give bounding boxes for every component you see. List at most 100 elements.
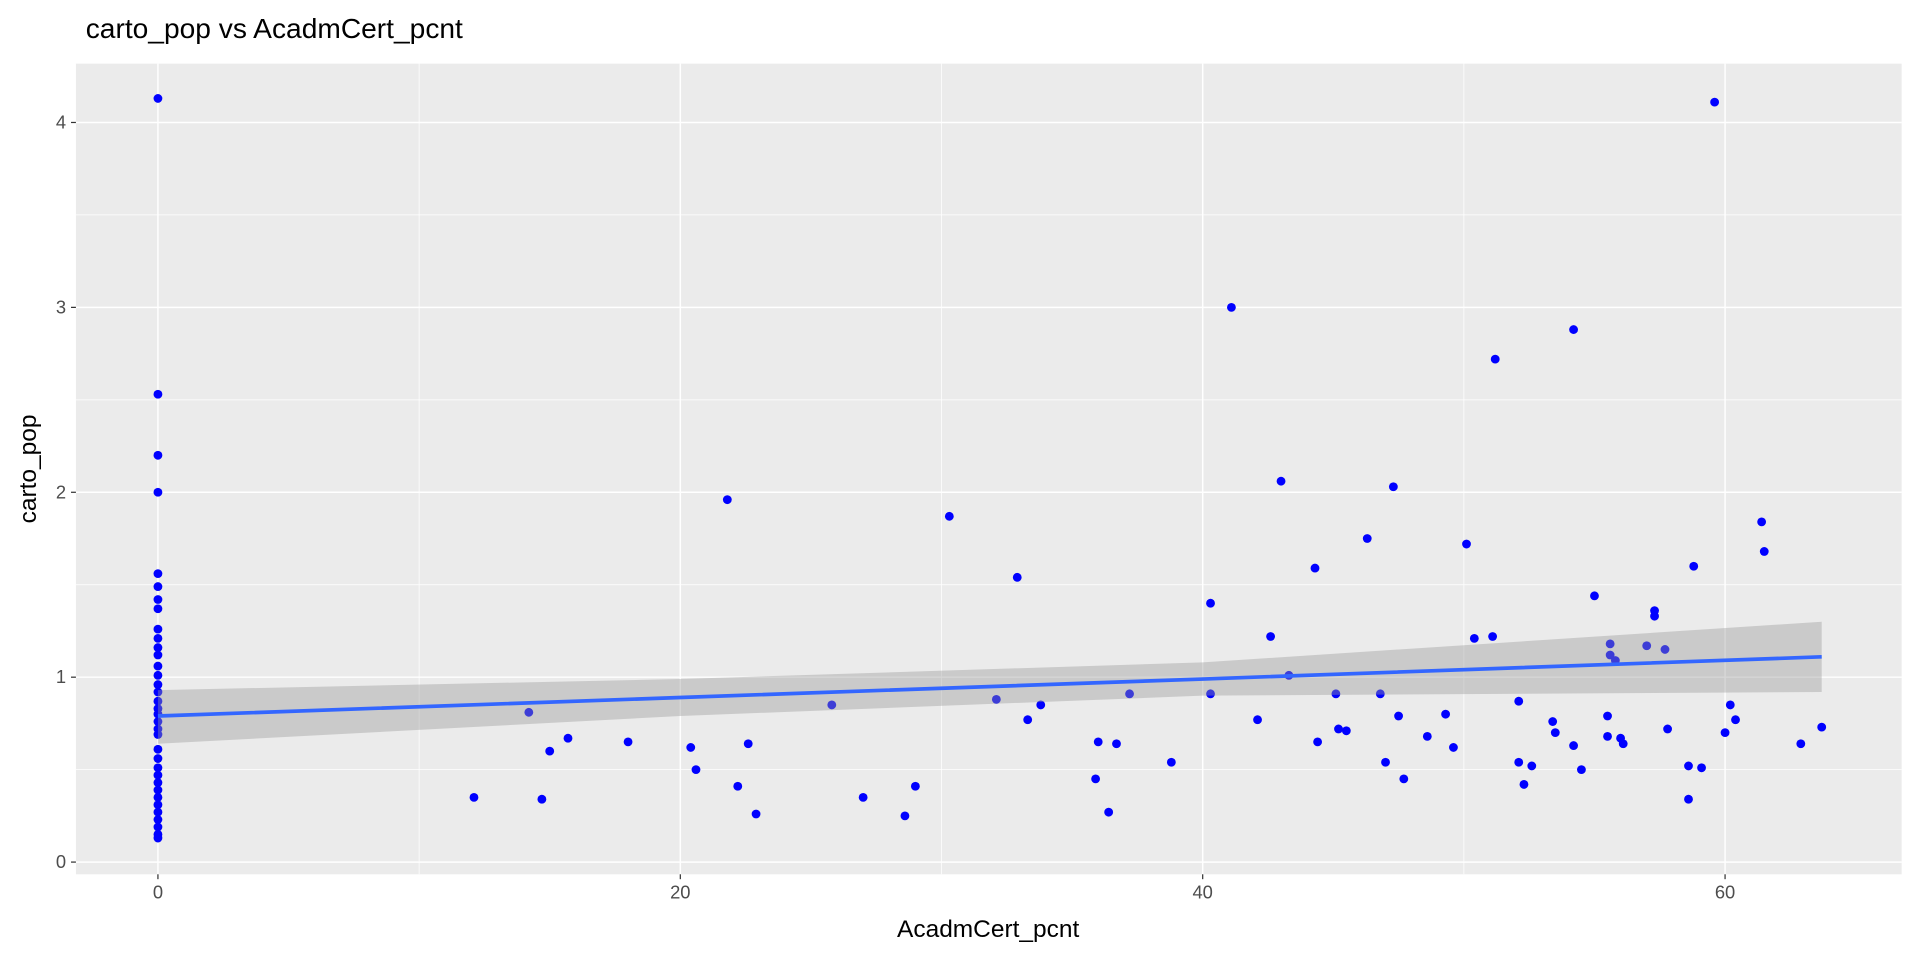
regression-line: [157, 655, 1822, 718]
point: [153, 670, 163, 680]
point: [153, 807, 163, 817]
point: [1449, 743, 1458, 752]
point: [686, 743, 696, 752]
point: [153, 833, 163, 843]
point: [910, 781, 920, 791]
point: [1206, 689, 1215, 699]
point: [1725, 700, 1735, 710]
point: [153, 792, 163, 802]
point: [1112, 739, 1121, 749]
point: [1266, 632, 1276, 641]
point: [1603, 711, 1612, 721]
point: [1469, 633, 1479, 643]
point: [1650, 611, 1659, 621]
point: [153, 763, 163, 773]
point: [1519, 780, 1529, 789]
point: [524, 707, 534, 717]
y-tick-label: 0: [56, 851, 66, 872]
point: [1375, 689, 1385, 699]
point: [1462, 539, 1471, 549]
point: [545, 746, 555, 756]
point: [1381, 757, 1390, 767]
point: [1276, 476, 1286, 486]
point: [691, 765, 701, 775]
point: [733, 781, 743, 791]
point: [1399, 774, 1409, 784]
point: [153, 487, 163, 497]
point: [153, 800, 163, 810]
point: [1817, 722, 1827, 732]
point: [153, 717, 163, 726]
point: [1490, 354, 1500, 364]
point: [1206, 598, 1215, 608]
point: [1759, 547, 1769, 556]
point: [153, 569, 163, 579]
point: [1104, 807, 1114, 817]
point: [563, 733, 573, 743]
point: [1577, 765, 1586, 775]
point: [1093, 737, 1103, 747]
point: [1331, 689, 1341, 699]
point: [1684, 761, 1693, 771]
point: [1422, 731, 1432, 741]
x-tick-label: 40: [1192, 882, 1212, 903]
point: [1012, 572, 1022, 582]
point: [153, 815, 163, 824]
point: [153, 730, 163, 739]
point: [1227, 302, 1236, 312]
point: [722, 495, 732, 505]
point: [751, 809, 761, 819]
point: [153, 744, 163, 754]
point: [1091, 774, 1101, 784]
point: [1310, 563, 1320, 573]
point: [1605, 639, 1615, 649]
point: [1603, 731, 1612, 741]
point: [153, 450, 163, 460]
point: [1488, 632, 1498, 641]
point: [743, 739, 753, 749]
x-tick-label: 60: [1715, 882, 1735, 903]
point: [623, 737, 633, 747]
point: [153, 770, 163, 780]
point: [1660, 645, 1670, 654]
point: [1757, 517, 1767, 527]
point: [537, 794, 547, 804]
point: [1684, 794, 1693, 804]
x-axis-title: AcadmCert_pcnt: [897, 916, 1079, 943]
point: [1388, 482, 1398, 492]
point: [900, 811, 910, 821]
point: [153, 633, 163, 643]
point: [1166, 757, 1176, 767]
y-tick-label: 4: [56, 112, 66, 133]
point: [1569, 325, 1578, 334]
point: [1590, 591, 1599, 601]
point: [153, 650, 163, 660]
point: [153, 822, 163, 832]
point: [1689, 561, 1699, 571]
point: [1731, 715, 1740, 725]
point: [1710, 97, 1720, 107]
point: [153, 687, 163, 697]
point: [1548, 717, 1558, 726]
point: [153, 785, 163, 795]
point: [1527, 761, 1537, 771]
point: [153, 778, 163, 787]
point: [1569, 741, 1578, 751]
point: [1605, 650, 1615, 660]
point: [153, 389, 163, 399]
confidence-band: [157, 621, 1822, 744]
point: [991, 694, 1001, 704]
point: [1441, 709, 1451, 719]
point: [153, 680, 163, 689]
point: [858, 792, 868, 802]
point: [153, 604, 163, 614]
point: [153, 94, 163, 103]
point: [153, 754, 163, 763]
y-tick-label: 1: [56, 666, 66, 687]
point: [153, 624, 163, 634]
point: [944, 511, 954, 521]
point: [1618, 739, 1628, 749]
x-tick-label: 20: [670, 882, 690, 903]
y-tick-label: 3: [56, 296, 66, 317]
